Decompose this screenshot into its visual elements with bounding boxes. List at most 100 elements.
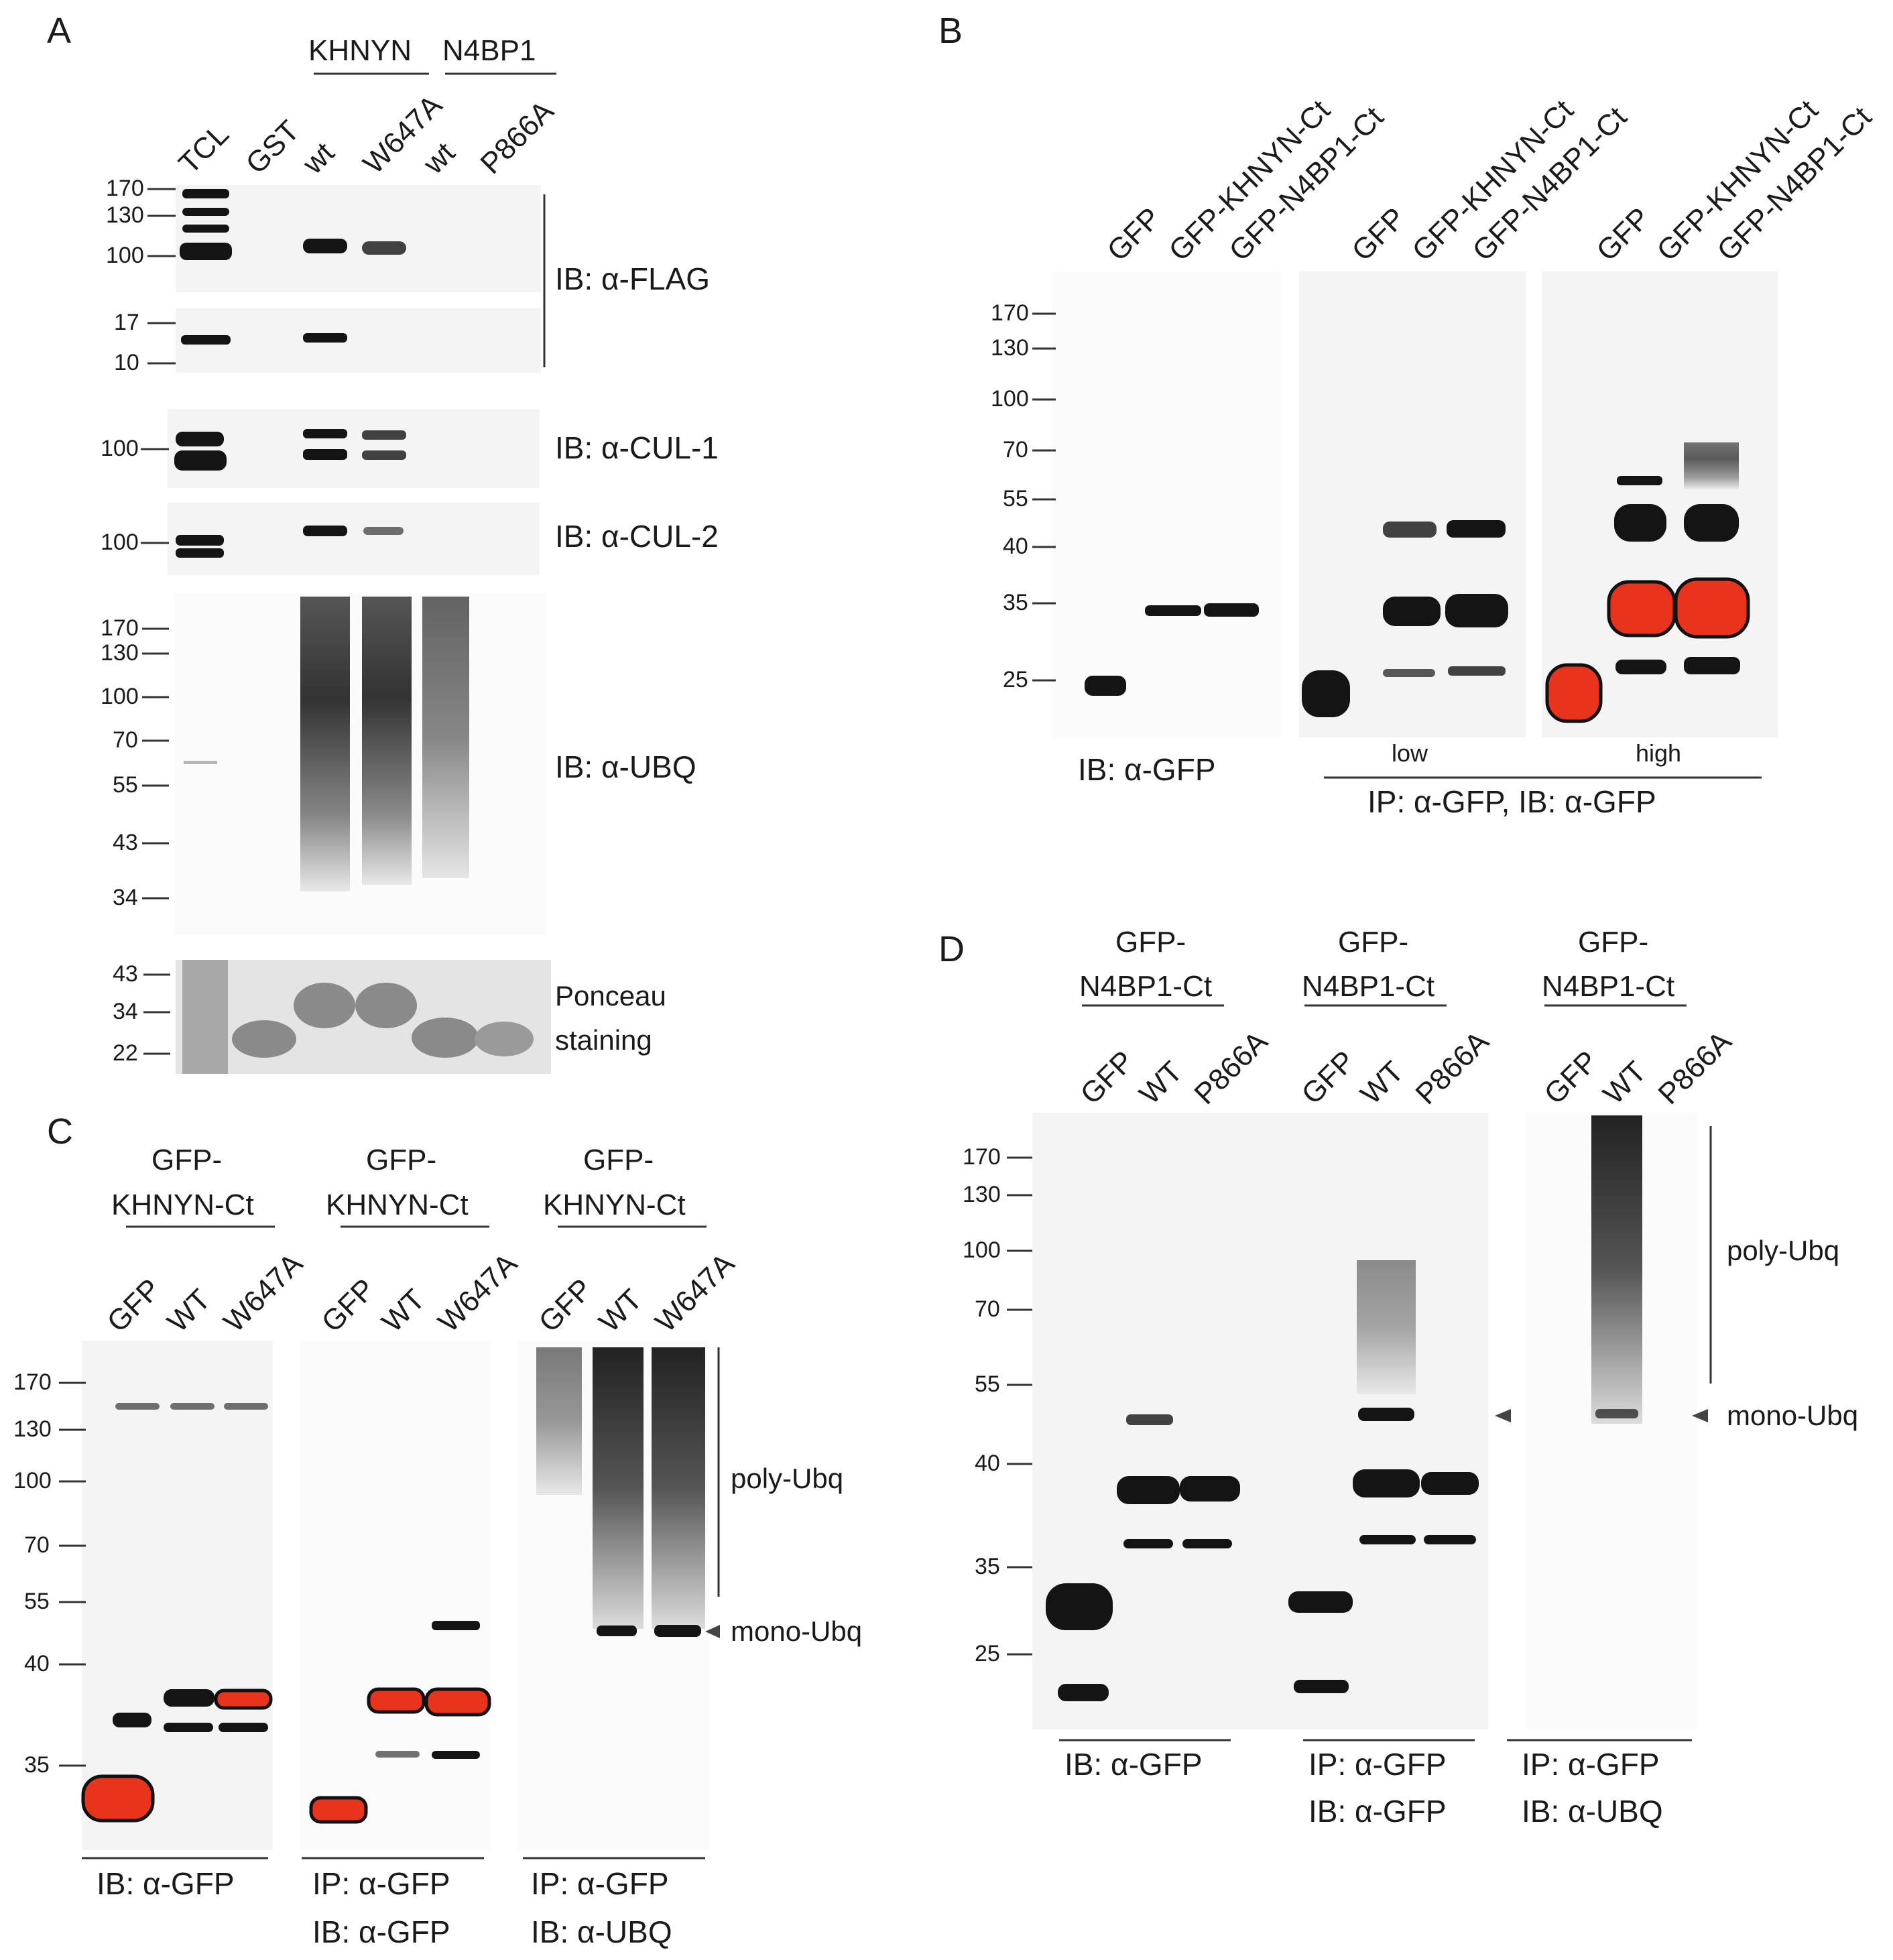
band [232, 1020, 296, 1058]
band [1359, 1535, 1416, 1544]
band [1145, 605, 1201, 616]
band [1591, 1115, 1642, 1424]
band [652, 1347, 705, 1629]
band [181, 335, 231, 345]
mw-label: 170 [13, 1369, 52, 1395]
band [363, 527, 404, 535]
panel-d: D GFP- N4BP1-Ct GFP- N4BP1-Ct GFP- N4BP1… [938, 926, 1858, 1829]
group-label-khnyn: KHNYN [308, 34, 412, 67]
lane-label: wt [296, 136, 341, 180]
ip-label-d: IP: α-GFP [1522, 1747, 1660, 1782]
band [1421, 1472, 1479, 1495]
poly-ubq-label: poly-Ubq [1727, 1235, 1839, 1266]
band [362, 430, 406, 440]
mw-label: 170 [101, 615, 139, 641]
mw-label: 25 [1003, 667, 1028, 692]
mw-label: 17 [114, 310, 139, 335]
ib-label-d: IB: α-GFP [1308, 1794, 1447, 1829]
band [1085, 676, 1126, 696]
band [309, 1796, 368, 1824]
panel-c: C GFP- KHNYN-Ct GFP- KHNYN-Ct GFP- KHNYN… [13, 1111, 862, 1949]
band [303, 239, 347, 253]
band [303, 333, 347, 343]
group-label: N4BP1-Ct [1302, 970, 1434, 1003]
panel-a-letter: A [47, 11, 71, 51]
band [182, 189, 229, 198]
band [1445, 594, 1508, 627]
blot-flag-high [176, 185, 541, 292]
mw-label: 100 [13, 1468, 52, 1493]
panel-c-letter: C [47, 1111, 73, 1152]
ip-label-c: IP: α-GFP [312, 1866, 450, 1901]
blot-ubq [174, 593, 546, 935]
mw-label: 130 [963, 1182, 1001, 1207]
band [174, 450, 227, 471]
mw-label: 70 [113, 727, 138, 753]
panel-d-letter: D [938, 929, 965, 969]
band [1684, 504, 1739, 542]
band [214, 1689, 273, 1710]
lane-label: GST [239, 114, 306, 180]
blot-b-ib [1052, 271, 1280, 737]
mw-label: 100 [101, 436, 139, 461]
group-label: GFP- [583, 1144, 654, 1176]
band [176, 548, 224, 558]
arrowhead-icon [1495, 1409, 1511, 1422]
ib-label-c: IB: α-GFP [312, 1914, 450, 1949]
mw-label: 100 [963, 1237, 1001, 1263]
blot-c-ip [300, 1341, 491, 1850]
band [593, 1347, 644, 1629]
lane-label: W647A [649, 1247, 741, 1339]
band [536, 1347, 582, 1495]
band [597, 1626, 637, 1636]
lane-label: GFP [1101, 201, 1167, 267]
band [1684, 442, 1739, 489]
blot-flag-low [176, 308, 541, 373]
band [654, 1625, 701, 1637]
blot-d-ib-ip [1032, 1113, 1488, 1729]
mw-label: 170 [106, 176, 144, 201]
mw-label: 40 [24, 1651, 50, 1676]
mw-label: 70 [24, 1532, 50, 1558]
band [300, 597, 350, 892]
band [1424, 1535, 1476, 1544]
band [355, 983, 417, 1028]
band [424, 1687, 491, 1717]
ib-label-flag: IB: α-FLAG [555, 261, 710, 296]
band [182, 225, 229, 233]
mw-label: 40 [1003, 534, 1028, 559]
exposure-high-label: high [1636, 739, 1681, 767]
band [1294, 1680, 1349, 1693]
ponceau-label: staining [555, 1024, 652, 1056]
band [1288, 1591, 1353, 1613]
band [1674, 577, 1750, 639]
ib-label-d: IB: α-GFP [1064, 1747, 1203, 1782]
lane-label: GFP [101, 1272, 167, 1339]
lane-label: P866A [474, 95, 560, 181]
ib-label-cul2: IB: α-CUL-2 [555, 519, 719, 554]
lane-label: wt [417, 136, 461, 180]
band [1545, 663, 1603, 723]
band [475, 1022, 534, 1056]
ib-label-d: IB: α-UBQ [1522, 1794, 1663, 1829]
band [1357, 1260, 1416, 1394]
band [1383, 669, 1435, 677]
ip-label-b: IP: α-GFP, IB: α-GFP [1367, 784, 1656, 819]
lane-label: WT [161, 1283, 217, 1339]
mono-ubq-label: mono-Ubq [731, 1615, 862, 1647]
band [303, 449, 347, 460]
band [362, 597, 412, 885]
blot-c-ib [82, 1341, 273, 1850]
mw-label: 70 [1003, 437, 1028, 463]
mw-label: 100 [101, 530, 139, 555]
mw-label: 70 [975, 1296, 1000, 1322]
ib-label-ubq: IB: α-UBQ [555, 749, 696, 784]
band [362, 450, 406, 460]
band [375, 1751, 420, 1758]
band [164, 1723, 213, 1732]
band [303, 526, 347, 536]
band [422, 597, 469, 878]
band [1448, 666, 1506, 676]
lane-label: P866A [1409, 1025, 1495, 1111]
